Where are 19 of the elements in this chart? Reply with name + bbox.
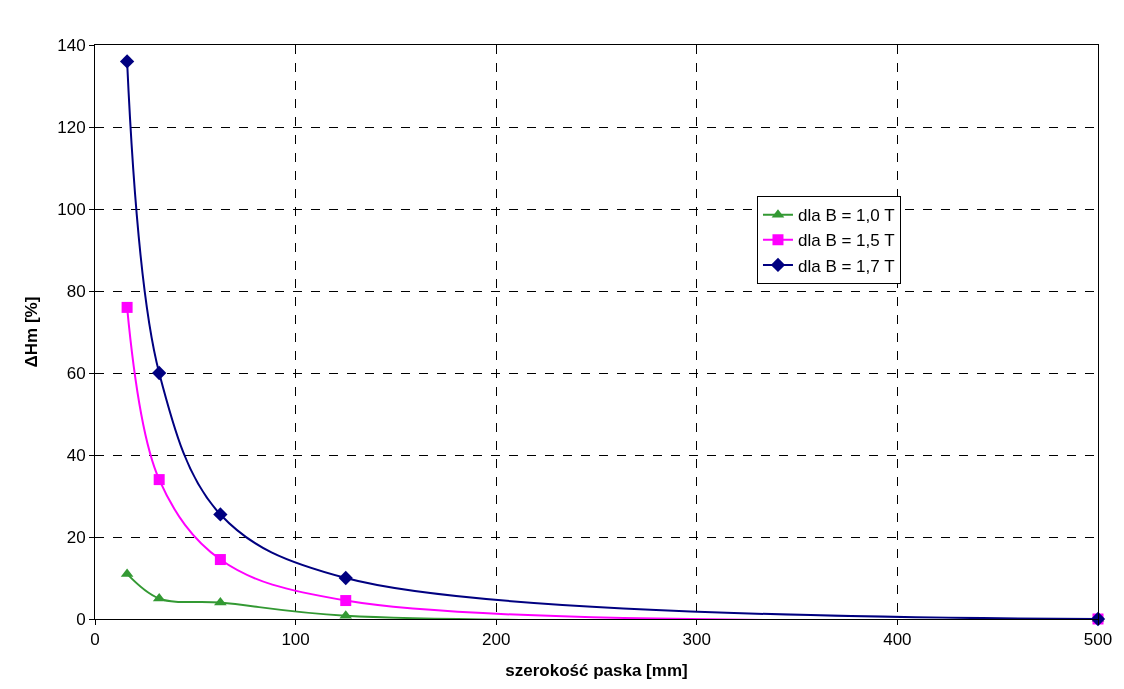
x-tick-label: 0 (90, 630, 100, 650)
x-tick-label: 100 (281, 630, 310, 650)
x-axis-title: szerokość paska [mm] (505, 660, 688, 680)
y-tick-label: 20 (66, 527, 86, 547)
x-tick-label: 300 (682, 630, 711, 650)
legend-label: dla B = 1,0 T (797, 206, 895, 226)
legend-label: dla B = 1,5 T (797, 231, 895, 251)
x-tick-label: 400 (883, 630, 912, 650)
y-tick-label: 60 (66, 363, 86, 383)
y-tick-label: 40 (66, 445, 86, 465)
x-tick-label: 500 (1083, 630, 1113, 650)
y-tick-label: 140 (57, 35, 86, 55)
y-tick-label: 0 (76, 609, 86, 629)
x-tick-label: 200 (482, 630, 511, 650)
y-axis-title: ΔHm [%] (21, 296, 41, 368)
y-tick-label: 100 (57, 199, 86, 219)
y-tick-label: 120 (57, 117, 86, 137)
y-tick-label: 80 (66, 281, 86, 301)
legend-label: dla B = 1,7 T (797, 256, 895, 276)
